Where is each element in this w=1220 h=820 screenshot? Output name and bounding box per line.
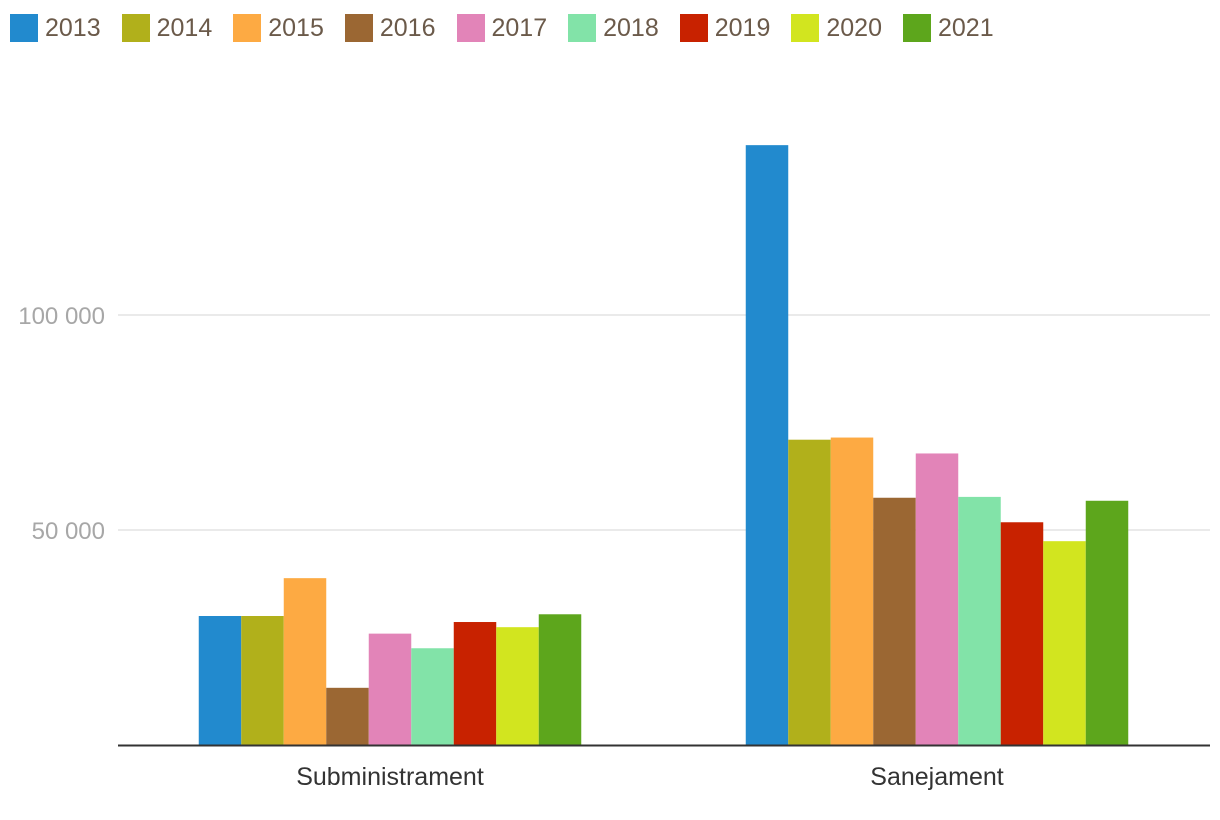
x-axis-category-labels: Subministrament Sanejament (296, 763, 1004, 791)
legend-item-2021[interactable]: 2021 (903, 14, 994, 42)
legend-item-2015[interactable]: 2015 (233, 14, 324, 42)
legend-item-2017[interactable]: 2017 (456, 14, 548, 42)
bar-2014-sanejament[interactable] (788, 439, 831, 745)
legend-label: 2019 (714, 14, 771, 42)
bar-2017-subministrament[interactable] (368, 633, 412, 745)
bar-2013-sanejament[interactable] (745, 145, 789, 745)
bar-2019-sanejament[interactable] (1000, 522, 1044, 745)
bar-2016-sanejament[interactable] (873, 497, 916, 745)
bar-2021-subministrament[interactable] (538, 614, 582, 745)
x-category-label: Subministrament (296, 763, 484, 791)
bar-2020-sanejament[interactable] (1043, 541, 1086, 745)
legend-label: 2016 (379, 14, 436, 42)
x-category-label: Sanejament (870, 763, 1003, 791)
bar-2015-subministrament[interactable] (283, 578, 327, 745)
bar-2015-sanejament[interactable] (830, 437, 874, 745)
bar-2017-sanejament[interactable] (915, 453, 959, 745)
bar-2014-subministrament[interactable] (241, 616, 284, 745)
legend-item-2020[interactable]: 2020 (791, 14, 882, 42)
legend-swatch (903, 14, 931, 42)
bar-2016-subministrament[interactable] (326, 687, 369, 745)
legend-swatch (121, 14, 150, 42)
legend-item-2019[interactable]: 2019 (679, 14, 771, 42)
legend-label: 2020 (826, 14, 882, 42)
legend-label: 2015 (268, 14, 324, 42)
legend-label: 2013 (45, 14, 101, 42)
bars (198, 145, 1129, 745)
legend-swatch (10, 14, 38, 42)
legend-swatch (791, 14, 820, 42)
bar-2021-sanejament[interactable] (1085, 500, 1129, 745)
legend: 2013 2014 2015 2016 2017 2018 2019 2020 2021 (10, 14, 994, 42)
bar-2018-subministrament[interactable] (411, 648, 454, 745)
legend-item-2018[interactable]: 2018 (568, 14, 659, 42)
legend-item-2013[interactable]: 2013 (10, 14, 101, 42)
legend-swatch (233, 14, 262, 42)
y-tick-label: 50 000 (32, 518, 105, 545)
legend-item-2014[interactable]: 2014 (121, 14, 213, 42)
legend-label: 2021 (938, 14, 994, 42)
gridlines (118, 314, 1210, 531)
bar-2020-subministrament[interactable] (496, 627, 539, 745)
legend-swatch (456, 14, 485, 42)
legend-label: 2018 (603, 14, 659, 42)
bar-2019-subministrament[interactable] (453, 622, 497, 745)
legend-swatch (568, 14, 597, 42)
legend-swatch (679, 14, 708, 42)
y-tick-label: 100 000 (18, 303, 105, 330)
legend-item-2016[interactable]: 2016 (344, 14, 436, 42)
bar-2013-subministrament[interactable] (198, 616, 242, 745)
bar-2018-sanejament[interactable] (958, 496, 1001, 745)
legend-swatch (344, 14, 373, 42)
y-axis-tick-labels: 50 000 100 000 (18, 303, 105, 545)
legend-label: 2014 (156, 14, 213, 42)
legend-label: 2017 (491, 14, 548, 42)
